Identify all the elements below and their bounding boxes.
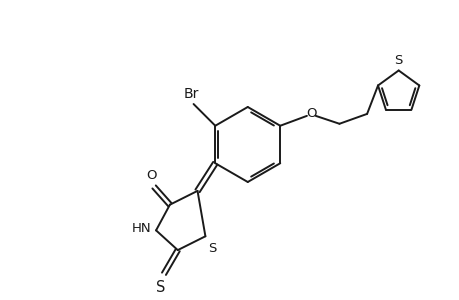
Text: S: S xyxy=(156,280,165,295)
Text: O: O xyxy=(146,169,156,182)
Text: Br: Br xyxy=(184,87,199,101)
Text: O: O xyxy=(306,107,316,120)
Text: S: S xyxy=(394,53,402,67)
Text: HN: HN xyxy=(131,222,151,235)
Text: S: S xyxy=(208,242,216,255)
